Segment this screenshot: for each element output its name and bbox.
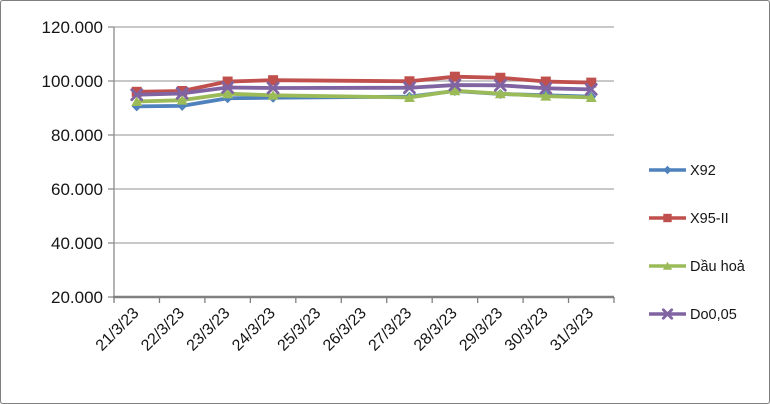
y-axis-tick-label: 80.000 — [51, 126, 103, 145]
x-axis-tick-label: 23/3/23 — [184, 305, 234, 355]
triangle-marker — [585, 92, 597, 102]
x-marker — [539, 81, 553, 95]
y-axis-tick-label: 20.000 — [51, 288, 103, 307]
x-axis-tick-label: 28/3/23 — [411, 305, 461, 355]
x-axis-tick-label: 26/3/23 — [320, 305, 370, 355]
y-axis-tick-label: 120.000 — [42, 18, 103, 37]
diamond-marker — [663, 165, 672, 175]
x-axis-tick-label: 30/3/23 — [502, 305, 552, 355]
x-marker — [661, 308, 674, 320]
triangle-marker — [540, 91, 552, 101]
x-axis-tick-label: 31/3/23 — [547, 305, 597, 355]
legend-label-do0-05: Do0,05 — [690, 307, 737, 323]
legend-label-d-u-ho-: Dầu hoả — [690, 259, 746, 275]
x-axis-tick-label: 29/3/23 — [456, 305, 506, 355]
triangle-marker — [131, 96, 143, 107]
square-marker — [663, 213, 672, 223]
triangle-marker — [449, 85, 461, 96]
triangle-marker — [403, 92, 415, 102]
x-marker — [221, 81, 235, 94]
x-marker — [266, 81, 280, 95]
y-axis-tick-label: 100.000 — [42, 72, 103, 91]
x-marker — [584, 82, 598, 96]
x-marker — [493, 78, 507, 92]
y-axis-tick-label: 60.000 — [51, 180, 103, 199]
x-axis-tick-label: 27/3/23 — [366, 305, 416, 355]
x-axis-tick-label: 22/3/23 — [138, 305, 188, 355]
square-marker — [495, 72, 506, 83]
x-axis-tick-label: 25/3/23 — [275, 305, 325, 355]
legend-label-x95-ii: X95-II — [690, 211, 729, 227]
square-marker — [131, 86, 142, 97]
square-marker — [540, 76, 551, 87]
square-marker — [177, 85, 188, 96]
x-axis-tick-label: 21/3/23 — [93, 305, 143, 355]
triangle-marker — [494, 88, 506, 99]
square-marker — [586, 77, 597, 88]
x-marker — [403, 81, 416, 95]
square-marker — [449, 71, 460, 82]
triangle-marker — [176, 95, 188, 105]
square-marker — [404, 76, 415, 87]
square-marker — [268, 75, 279, 86]
x-marker — [130, 88, 144, 102]
triangle-marker — [662, 261, 673, 270]
triangle-marker — [267, 90, 279, 100]
y-axis-tick-label: 40.000 — [51, 234, 103, 253]
x-marker — [175, 87, 189, 100]
x-marker — [448, 78, 462, 92]
legend-label-x92: X92 — [690, 163, 716, 179]
square-marker — [222, 76, 233, 87]
x-axis-tick-label: 24/3/23 — [229, 305, 279, 355]
triangle-marker — [222, 88, 234, 99]
